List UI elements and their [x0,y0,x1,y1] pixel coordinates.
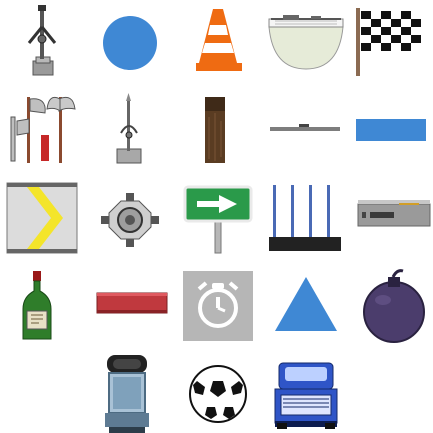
purple-bomb-icon[interactable] [355,267,433,345]
chevron-road-sign-icon[interactable] [3,179,81,257]
red-beam-icon[interactable] [91,267,169,345]
blue-rectangle-icon[interactable] [355,91,433,169]
wooden-post-icon[interactable] [179,91,257,169]
metal-device-icon[interactable] [355,179,433,257]
axe-rack-icon[interactable] [3,91,81,169]
glass-dome-bowl-icon[interactable] [267,3,345,81]
fence-gate-icon[interactable] [267,179,345,257]
crossbow-stand-icon[interactable] [3,3,81,81]
thin-bar-icon[interactable] [267,91,345,169]
wine-bottle-icon[interactable] [3,267,81,345]
blue-circle-icon[interactable] [91,3,169,81]
checkered-flag-icon[interactable] [355,3,433,81]
blue-triangle-icon[interactable] [267,267,345,345]
green-arrow-sign-icon[interactable] [179,179,257,257]
traffic-cone-icon[interactable] [179,3,257,81]
timer-clock-icon[interactable] [179,267,257,345]
spear-stand-icon[interactable] [91,91,169,169]
soccer-ball-icon[interactable] [179,355,257,433]
robot-capsule-icon[interactable] [91,355,169,433]
blue-van-icon[interactable] [267,355,345,433]
mechanical-hub-icon[interactable] [91,179,169,257]
